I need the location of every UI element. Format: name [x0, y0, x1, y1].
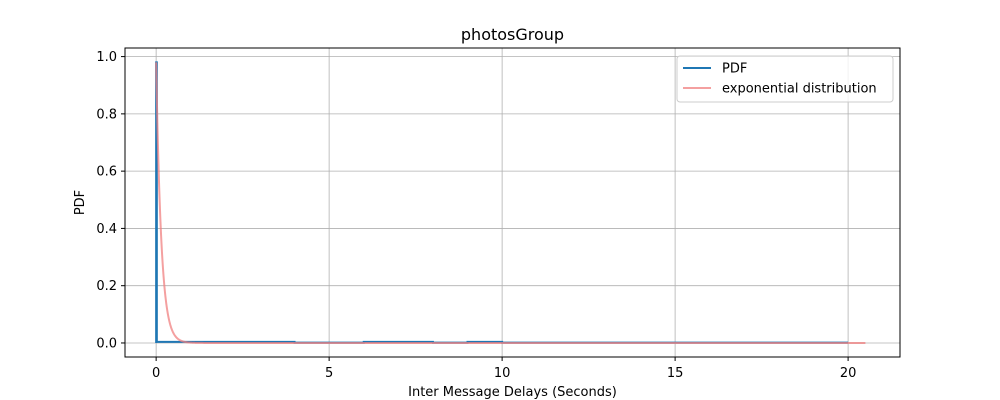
y-tick-label-0: 0.0 — [96, 336, 117, 351]
y-tick-label-1: 0.2 — [96, 279, 117, 294]
x-axis-label: Inter Message Delays (Seconds) — [408, 385, 617, 400]
legend: PDF exponential distribution — [676, 55, 894, 103]
y-axis-label: PDF — [73, 190, 88, 215]
y-tick-label-4: 0.8 — [96, 107, 117, 122]
axis-ticks: 0 5 10 15 20 0.0 0.2 0.4 0.6 0.8 1.0 — [96, 50, 856, 381]
legend-label-pdf: PDF — [722, 62, 747, 77]
x-tick-label-4: 20 — [840, 366, 857, 381]
y-tick-label-5: 1.0 — [96, 50, 117, 65]
y-tick-label-2: 0.4 — [96, 222, 117, 237]
chart-title: photosGroup — [461, 25, 564, 44]
y-tick-label-3: 0.6 — [96, 165, 117, 180]
x-tick-label-1: 5 — [325, 366, 333, 381]
x-tick-label-2: 10 — [494, 366, 511, 381]
legend-label-exponential-distribution: exponential distribution — [722, 82, 877, 97]
series-layer — [155, 61, 866, 344]
legend-box — [676, 55, 894, 103]
x-tick-label-0: 0 — [152, 366, 160, 381]
series-line-exponential-distribution — [155, 62, 866, 344]
plot-frame — [124, 47, 901, 358]
x-tick-label-3: 15 — [667, 366, 684, 381]
series-line-pdf — [155, 61, 849, 344]
